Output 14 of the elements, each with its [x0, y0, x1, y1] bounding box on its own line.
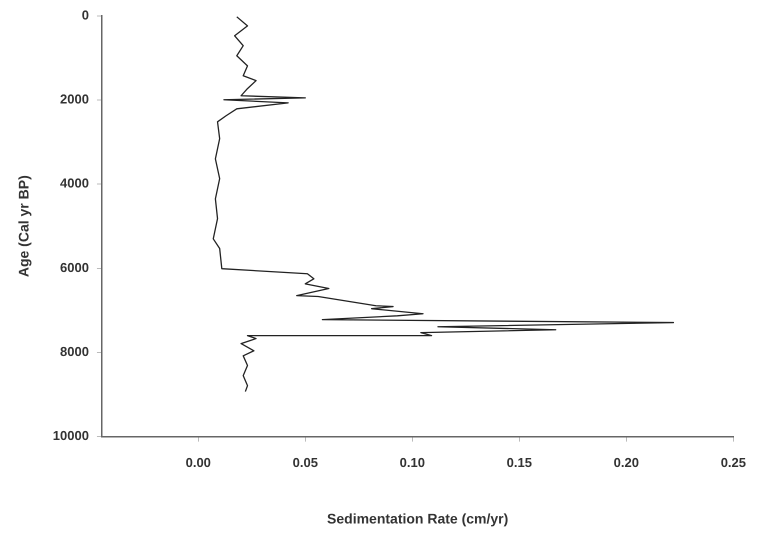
y-tick-label: 0 — [82, 7, 89, 22]
y-tick-label: 10000 — [52, 428, 89, 444]
x-tick-label: 0.15 — [506, 454, 532, 470]
y-axis-title: Age (Cal yr BP) — [15, 175, 32, 278]
y-tick-label: 6000 — [60, 260, 89, 275]
y-tick-label: 2000 — [60, 92, 89, 107]
x-axis-title: Sedimentation Rate (cm/yr) — [327, 510, 508, 526]
x-tick-label: 0.00 — [186, 454, 211, 470]
x-tick-label: 0.20 — [614, 454, 639, 470]
x-tick-label: 0.05 — [292, 454, 318, 470]
x-tick-label: 0.10 — [400, 454, 425, 470]
y-tick-label: 4000 — [60, 176, 89, 191]
x-tick-label: 0.25 — [720, 454, 746, 470]
y-tick-label: 8000 — [60, 344, 89, 360]
